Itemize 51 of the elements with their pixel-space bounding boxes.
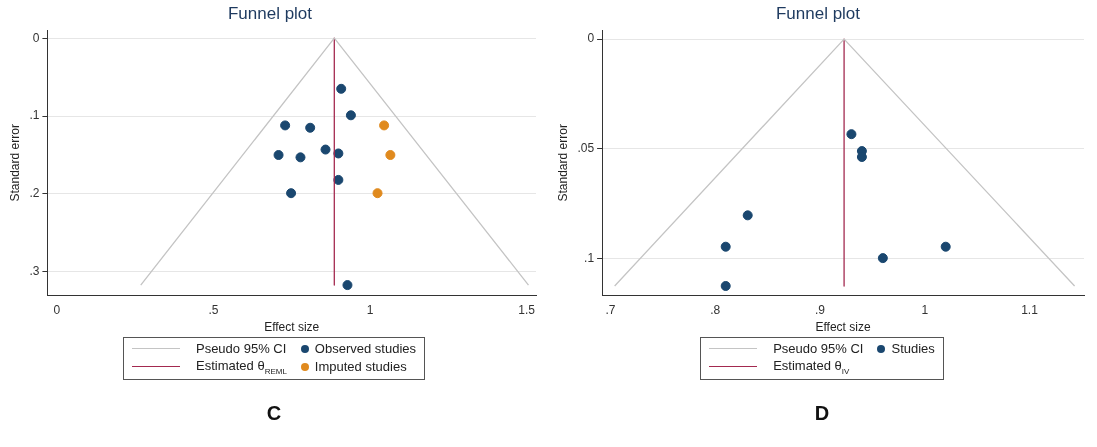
point <box>379 120 390 131</box>
y-tick-label: .2 <box>29 186 40 201</box>
point <box>305 122 316 133</box>
point <box>720 280 731 291</box>
point <box>720 241 731 252</box>
legend-label: Imputed studies <box>314 359 407 375</box>
x-tick-label: 1 <box>921 302 929 317</box>
x-tick-label: 1.5 <box>518 302 536 317</box>
legend-label: Estimated θ$_{IV}$ <box>773 358 850 376</box>
x-tick-label: 0 <box>53 302 61 317</box>
text: C <box>266 401 282 425</box>
y-tick-label: .1 <box>584 250 595 265</box>
point <box>385 150 396 161</box>
point <box>333 174 344 185</box>
legend-label: Studies <box>891 341 935 356</box>
point <box>320 144 331 155</box>
y-axis-title: Standard error <box>555 124 570 202</box>
point <box>273 150 284 161</box>
point <box>333 148 344 159</box>
x-tick-label: .9 <box>814 302 826 317</box>
x-axis-title: Effect size <box>815 320 871 335</box>
point <box>846 129 857 140</box>
legend-label: Pseudo 95% CI <box>773 341 864 356</box>
x-tick-label: 1.1 <box>1021 302 1039 317</box>
y-tick-label: .05 <box>577 141 595 156</box>
y-tick-label: .3 <box>29 264 40 279</box>
point <box>742 210 753 221</box>
point <box>280 120 291 131</box>
point <box>336 83 347 94</box>
legend-label: Estimated θ$_{REML}$ <box>195 358 287 376</box>
y-axis-title: Standard error <box>7 124 22 202</box>
chart-title: Funnel plot <box>775 3 861 23</box>
y-tick-label: 0 <box>32 30 40 45</box>
x-axis-title: Effect size <box>264 320 320 335</box>
point <box>877 253 888 264</box>
y-tick-label: 0 <box>587 31 595 46</box>
point <box>295 152 306 163</box>
point <box>342 280 353 291</box>
y-tick-label: .1 <box>29 108 40 123</box>
text: D <box>814 401 830 425</box>
point <box>345 110 356 121</box>
legend-label: Pseudo 95% CI <box>195 341 287 356</box>
chart-title: Funnel plot <box>227 3 313 23</box>
x-tick-label: .5 <box>208 302 219 317</box>
x-tick-label: .7 <box>605 302 616 317</box>
x-tick-label: .8 <box>710 302 721 317</box>
x-tick-label: 1 <box>366 302 374 317</box>
point <box>940 241 951 252</box>
point <box>286 188 297 199</box>
legend-label: Observed studies <box>314 341 417 356</box>
point <box>372 188 383 199</box>
